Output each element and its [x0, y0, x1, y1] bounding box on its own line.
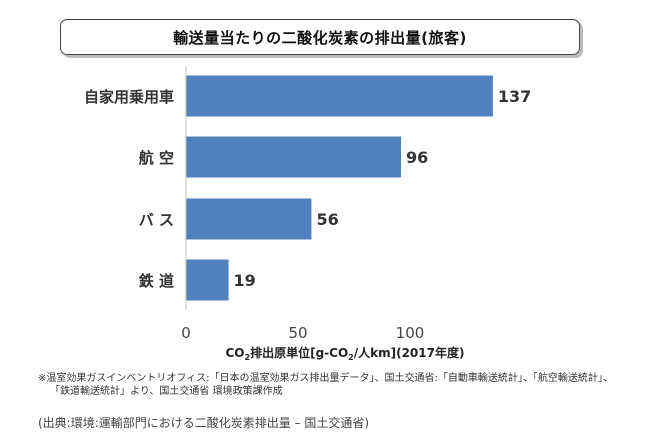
bar-4: [186, 259, 229, 301]
x-tick-label-1: 0: [181, 324, 191, 342]
category-label-4: 鉄 道: [139, 272, 174, 290]
x-axis-label-mid: 排出原単位[g-CO: [250, 345, 348, 360]
bar-1: [186, 75, 493, 117]
category-label-3: バ ス: [139, 211, 174, 229]
x-axis-label-sub2: 2: [348, 353, 354, 362]
category-label-2: 航 空: [139, 149, 174, 167]
x-tick-label-2: 50: [288, 324, 307, 342]
footnote: ※温室効果ガスインベントリオフィス:「日本の温室効果ガス排出量データ」、国土交通…: [38, 372, 638, 398]
category-label-1: 自家用乗用車: [84, 88, 174, 106]
bar-2: [186, 136, 402, 178]
x-axis-label-post: /人km](2017年度): [354, 345, 465, 360]
value-label-4: 19: [234, 271, 256, 290]
value-label-2: 96: [406, 148, 428, 167]
chart-title-box: 輸送量当たりの二酸化炭素の排出量(旅客): [60, 19, 580, 55]
value-label-1: 137: [498, 87, 531, 106]
chart-title: 輸送量当たりの二酸化炭素の排出量(旅客): [173, 28, 467, 47]
x-axis-label: CO2排出原単位[g-CO2/人km](2017年度): [226, 345, 465, 362]
x-tick-label-3: 100: [396, 324, 425, 342]
footnote-line-2: 「鉄道輸送統計」より、国土交通省 環境政策課作成: [50, 386, 283, 397]
value-label-3: 56: [316, 210, 338, 229]
bar-3: [186, 198, 312, 240]
footnote-line-1: ※温室効果ガスインベントリオフィス:「日本の温室効果ガス排出量データ」、国土交通…: [38, 373, 613, 384]
x-axis-label-sub1: 2: [245, 353, 251, 362]
source-credit: (出典:環境:運輸部門における二酸化炭素排出量 – 国土交通省): [38, 416, 370, 430]
x-axis-label-pre: CO: [226, 346, 245, 360]
